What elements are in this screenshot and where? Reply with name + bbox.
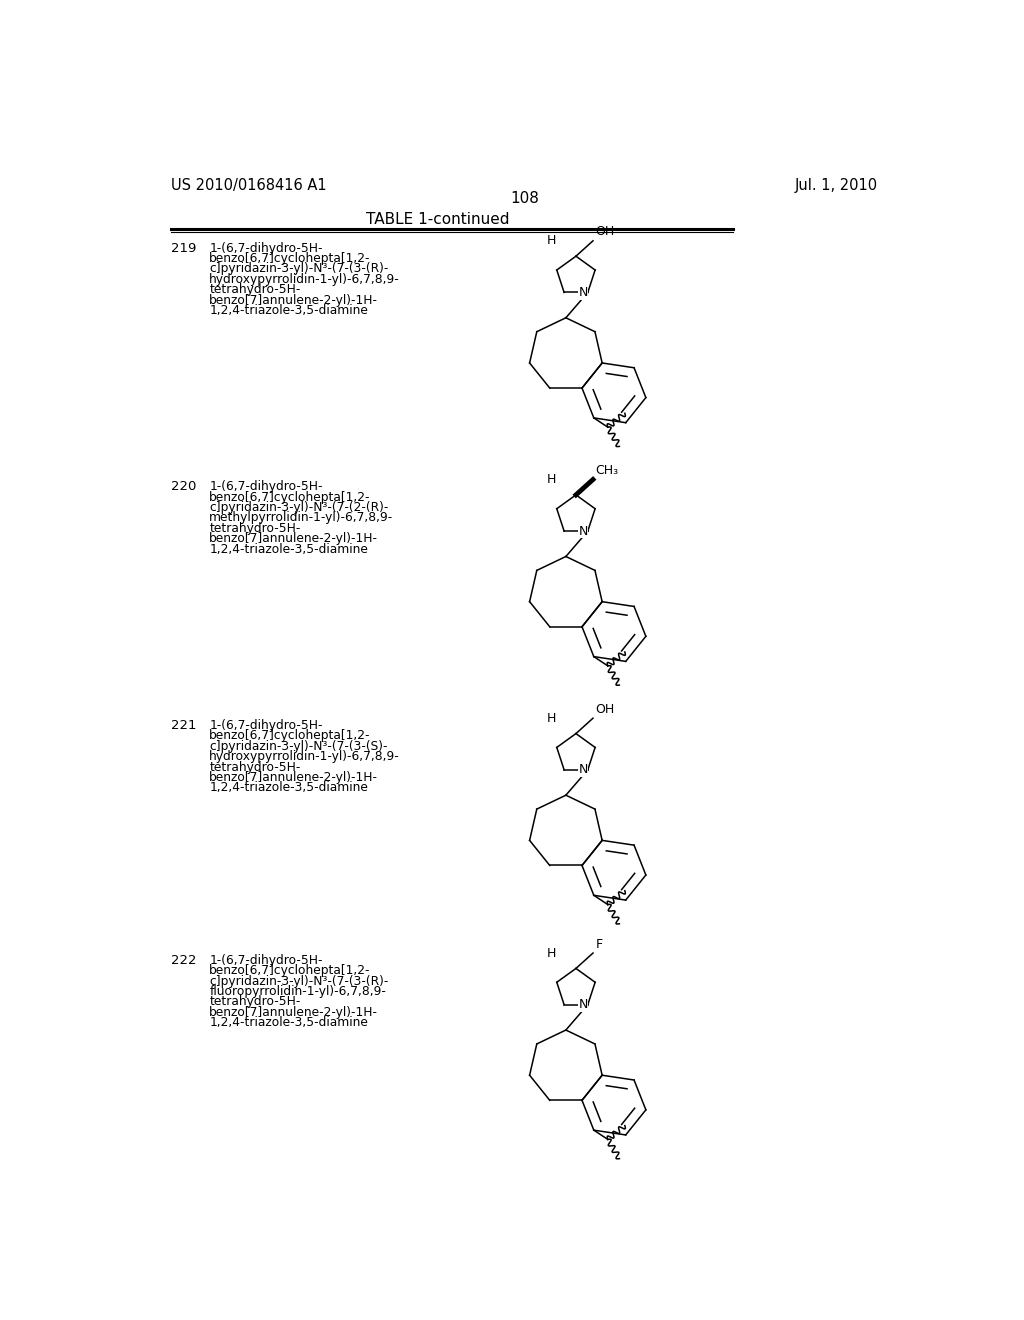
- Text: benzo[6,7]cyclohepta[1,2-: benzo[6,7]cyclohepta[1,2-: [209, 491, 371, 504]
- Text: fluoropyrrolidin-1-yl)-6,7,8,9-: fluoropyrrolidin-1-yl)-6,7,8,9-: [209, 985, 386, 998]
- Text: benzo[6,7]cyclohepta[1,2-: benzo[6,7]cyclohepta[1,2-: [209, 252, 371, 265]
- Text: c]pyridazin-3-yl)-N³-(7-(3-(R)-: c]pyridazin-3-yl)-N³-(7-(3-(R)-: [209, 263, 389, 276]
- Text: N: N: [579, 524, 588, 537]
- Text: tetrahydro-5H-: tetrahydro-5H-: [209, 995, 301, 1008]
- Text: 222: 222: [171, 954, 197, 966]
- Text: 108: 108: [510, 191, 540, 206]
- Text: benzo[7]annulene-2-yl)-1H-: benzo[7]annulene-2-yl)-1H-: [209, 1006, 379, 1019]
- Text: c]pyridazin-3-yl)-N³-(7-(3-(S)-: c]pyridazin-3-yl)-N³-(7-(3-(S)-: [209, 739, 388, 752]
- Text: benzo[7]annulene-2-yl)-1H-: benzo[7]annulene-2-yl)-1H-: [209, 532, 379, 545]
- Text: N: N: [579, 763, 588, 776]
- Text: US 2010/0168416 A1: US 2010/0168416 A1: [171, 178, 327, 193]
- Text: hydroxypyrrolidin-1-yl)-6,7,8,9-: hydroxypyrrolidin-1-yl)-6,7,8,9-: [209, 273, 400, 285]
- Text: 1,2,4-triazole-3,5-diamine: 1,2,4-triazole-3,5-diamine: [209, 304, 369, 317]
- Text: 1-(6,7-dihydro-5H-: 1-(6,7-dihydro-5H-: [209, 719, 323, 733]
- Text: c]pyridazin-3-yl)-N³-(7-(2-(R)-: c]pyridazin-3-yl)-N³-(7-(2-(R)-: [209, 502, 389, 513]
- Text: 220: 220: [171, 480, 196, 494]
- Text: OH: OH: [595, 702, 614, 715]
- Text: H: H: [547, 473, 556, 486]
- Text: 219: 219: [171, 242, 196, 255]
- Text: F: F: [595, 937, 602, 950]
- Text: hydroxypyrrolidin-1-yl)-6,7,8,9-: hydroxypyrrolidin-1-yl)-6,7,8,9-: [209, 750, 400, 763]
- Text: methylpyrrolidin-1-yl)-6,7,8,9-: methylpyrrolidin-1-yl)-6,7,8,9-: [209, 511, 393, 524]
- Text: benzo[7]annulene-2-yl)-1H-: benzo[7]annulene-2-yl)-1H-: [209, 293, 379, 306]
- Text: 221: 221: [171, 719, 197, 733]
- Text: H: H: [547, 711, 556, 725]
- Text: N: N: [579, 286, 588, 298]
- Text: tetrahydro-5H-: tetrahydro-5H-: [209, 284, 301, 296]
- Text: 1,2,4-triazole-3,5-diamine: 1,2,4-triazole-3,5-diamine: [209, 781, 369, 795]
- Text: benzo[6,7]cyclohepta[1,2-: benzo[6,7]cyclohepta[1,2-: [209, 730, 371, 742]
- Text: CH₃: CH₃: [595, 465, 618, 478]
- Text: 1,2,4-triazole-3,5-diamine: 1,2,4-triazole-3,5-diamine: [209, 543, 369, 556]
- Text: 1-(6,7-dihydro-5H-: 1-(6,7-dihydro-5H-: [209, 480, 323, 494]
- Text: c]pyridazin-3-yl)-N³-(7-(3-(R)-: c]pyridazin-3-yl)-N³-(7-(3-(R)-: [209, 974, 389, 987]
- Text: N: N: [579, 998, 588, 1011]
- Text: H: H: [547, 234, 556, 247]
- Text: 1-(6,7-dihydro-5H-: 1-(6,7-dihydro-5H-: [209, 954, 323, 966]
- Text: benzo[7]annulene-2-yl)-1H-: benzo[7]annulene-2-yl)-1H-: [209, 771, 379, 784]
- Text: H: H: [547, 946, 556, 960]
- Text: tetrahydro-5H-: tetrahydro-5H-: [209, 521, 301, 535]
- Text: 1-(6,7-dihydro-5H-: 1-(6,7-dihydro-5H-: [209, 242, 323, 255]
- Text: OH: OH: [595, 226, 614, 239]
- Text: TABLE 1-continued: TABLE 1-continued: [367, 213, 510, 227]
- Text: benzo[6,7]cyclohepta[1,2-: benzo[6,7]cyclohepta[1,2-: [209, 964, 371, 977]
- Text: Jul. 1, 2010: Jul. 1, 2010: [795, 178, 878, 193]
- Text: tetrahydro-5H-: tetrahydro-5H-: [209, 760, 301, 774]
- Text: 1,2,4-triazole-3,5-diamine: 1,2,4-triazole-3,5-diamine: [209, 1016, 369, 1030]
